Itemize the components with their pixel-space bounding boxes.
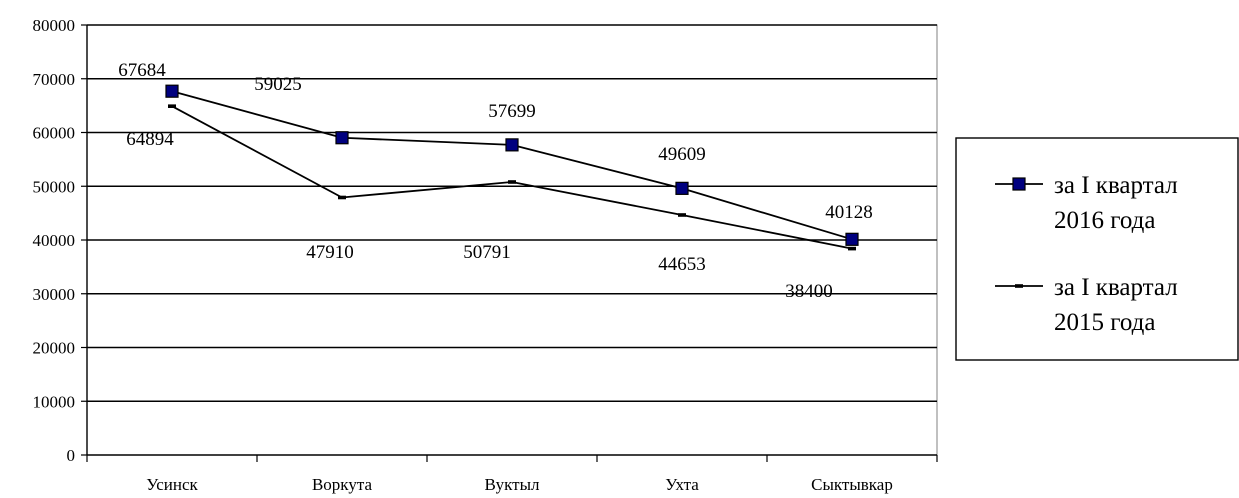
series-1-point-0 — [168, 104, 176, 108]
series-1-data-label-3: 44653 — [658, 254, 706, 275]
series-0-data-label-4: 40128 — [825, 202, 873, 223]
y-tick-label-8: 80000 — [33, 16, 76, 35]
series-1-data-label-2: 50791 — [463, 242, 511, 263]
series-0-data-label-3: 49609 — [658, 144, 706, 165]
x-tick-label-0: Усинск — [146, 475, 198, 494]
x-tick-label-4: Сыктывкар — [811, 475, 893, 494]
legend-label-0-line-1: 2016 года — [1054, 207, 1155, 234]
y-tick-label-2: 20000 — [33, 339, 76, 358]
series-0-point-3 — [675, 181, 689, 195]
y-tick-label-7: 70000 — [33, 70, 76, 89]
legend-label-0-line-0: за I квартал — [1054, 172, 1178, 199]
series-1-data-label-4: 38400 — [785, 281, 833, 302]
series-1-point-3 — [678, 213, 686, 217]
series-1-data-label-0: 64894 — [126, 129, 174, 150]
legend-label-1-line-0: за I квартал — [1054, 274, 1178, 301]
series-0-data-label-1: 59025 — [254, 74, 302, 95]
y-tick-label-6: 60000 — [33, 124, 76, 143]
y-tick-label-0: 0 — [67, 446, 76, 465]
series-1-point-1 — [338, 195, 346, 200]
y-tick-label-4: 40000 — [33, 231, 76, 250]
series-1-point-2 — [508, 180, 516, 184]
y-tick-label-5: 50000 — [33, 177, 76, 196]
series-0-point-1 — [335, 131, 349, 145]
series-0-point-0 — [165, 84, 179, 98]
y-tick-label-3: 30000 — [33, 285, 76, 304]
x-tick-label-1: Воркута — [312, 475, 372, 494]
series-1-point-4 — [848, 246, 856, 251]
series-0-point-2 — [505, 138, 519, 152]
series-0-point-4 — [845, 232, 859, 246]
series-1-data-label-1: 47910 — [306, 242, 354, 263]
legend-marker-0 — [1012, 177, 1026, 191]
legend-marker-1 — [1015, 284, 1023, 288]
series-line-1 — [171, 105, 853, 250]
legend-box — [955, 137, 1239, 361]
series-0-data-label-0: 67684 — [118, 60, 166, 81]
series-0-data-label-2: 57699 — [488, 101, 536, 122]
y-tick-label-1: 10000 — [33, 392, 76, 411]
legend-label-1-line-1: 2015 года — [1054, 309, 1155, 336]
x-tick-label-3: Ухта — [665, 475, 699, 494]
x-tick-label-2: Вуктыл — [485, 475, 541, 494]
